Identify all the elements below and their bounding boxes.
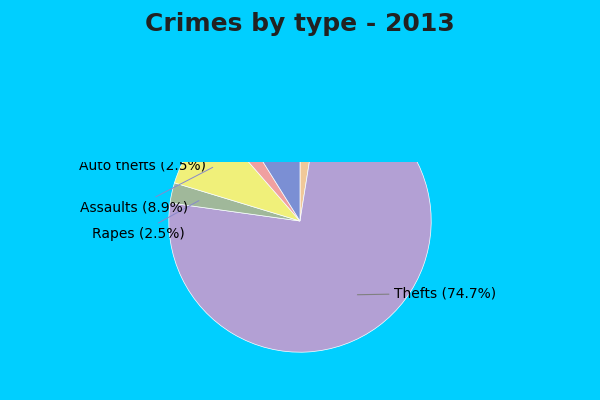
Text: Auto thefts (2.5%): Auto thefts (2.5%) xyxy=(79,140,237,173)
Wedge shape xyxy=(214,110,300,221)
Text: City-Data.com: City-Data.com xyxy=(405,96,494,109)
Wedge shape xyxy=(300,90,320,221)
Text: Thefts (74.7%): Thefts (74.7%) xyxy=(358,286,497,300)
Wedge shape xyxy=(170,183,300,221)
Wedge shape xyxy=(230,90,300,221)
Text: Burglaries (8.9%): Burglaries (8.9%) xyxy=(100,124,269,152)
Text: Rapes (2.5%): Rapes (2.5%) xyxy=(92,201,199,241)
Wedge shape xyxy=(169,92,431,352)
Text: Arson (2.5%): Arson (2.5%) xyxy=(268,98,358,120)
Text: Assaults (8.9%): Assaults (8.9%) xyxy=(80,167,213,215)
Text: Crimes by type - 2013: Crimes by type - 2013 xyxy=(145,12,455,36)
Wedge shape xyxy=(175,122,300,221)
